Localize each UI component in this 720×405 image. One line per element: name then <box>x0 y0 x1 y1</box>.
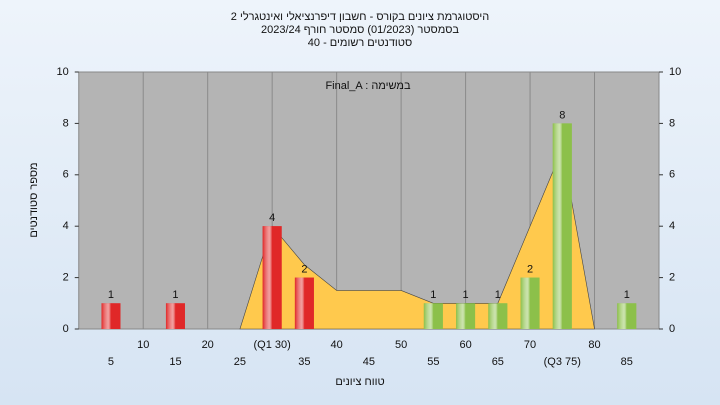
x-tick-label: 60 <box>459 339 471 351</box>
y-axis-title: מספר סטודנטים <box>28 162 40 237</box>
x-axis-title: טווח ציונים <box>335 376 384 388</box>
x-tick-label: 85 <box>621 356 633 368</box>
bar <box>101 303 121 329</box>
bar <box>520 277 540 329</box>
bar <box>456 303 476 329</box>
y2-tick-label: 2 <box>669 272 675 284</box>
y-tick-label: 8 <box>63 117 69 129</box>
y-tick-label: 6 <box>63 169 69 181</box>
x-tick-label: 55 <box>427 356 439 368</box>
bar <box>262 226 282 329</box>
x-tick-label: 15 <box>169 356 181 368</box>
bar <box>617 303 637 329</box>
y2-tick-label: 4 <box>669 220 675 232</box>
bar <box>423 303 443 329</box>
x-tick-label: 10 <box>137 339 149 351</box>
bar-label: 2 <box>301 264 307 276</box>
bar-label: 2 <box>527 264 533 276</box>
title-line: בסמסטר (01/2023) סמסטר חורף 2023/24 <box>261 24 459 36</box>
x-tick-label: 65 <box>492 356 504 368</box>
x-tick-label: 80 <box>588 339 600 351</box>
bar-label: 1 <box>108 289 114 301</box>
annotation: Final_A : במשימה <box>325 80 411 92</box>
bar-label: 1 <box>463 289 469 301</box>
x-tick-label: 40 <box>331 339 343 351</box>
bar <box>294 277 314 329</box>
bar-label: 4 <box>269 212 275 224</box>
x-tick-label: 70 <box>524 339 536 351</box>
y2-tick-label: 6 <box>669 169 675 181</box>
x-tick-label: 45 <box>363 356 375 368</box>
x-tick-label: 25 <box>234 356 246 368</box>
title-line: סטודנטים רשומים - 40 <box>308 37 412 49</box>
bar-label: 8 <box>559 109 565 121</box>
bar <box>552 123 572 330</box>
x-tick-label: 35 <box>298 356 310 368</box>
y-tick-label: 4 <box>63 220 69 232</box>
y-tick-label: 10 <box>57 66 69 78</box>
title-line: היסטוגרמת ציונים בקורס - חשבון דיפרנציאל… <box>231 10 489 23</box>
y2-tick-label: 0 <box>669 323 675 335</box>
bar <box>165 303 185 329</box>
x-tick-label: (Q1 30) <box>254 339 291 351</box>
y2-tick-label: 10 <box>669 66 681 78</box>
bar-label: 1 <box>172 289 178 301</box>
x-tick-label: 5 <box>108 356 114 368</box>
x-tick-label: (Q3 75) <box>544 356 581 368</box>
bar-label: 1 <box>495 289 501 301</box>
bar-label: 1 <box>430 289 436 301</box>
bar-label: 1 <box>624 289 630 301</box>
bar <box>488 303 508 329</box>
x-tick-label: 50 <box>395 339 407 351</box>
y-tick-label: 2 <box>63 272 69 284</box>
x-tick-label: 20 <box>202 339 214 351</box>
y-tick-label: 0 <box>63 323 69 335</box>
y2-tick-label: 8 <box>669 117 675 129</box>
